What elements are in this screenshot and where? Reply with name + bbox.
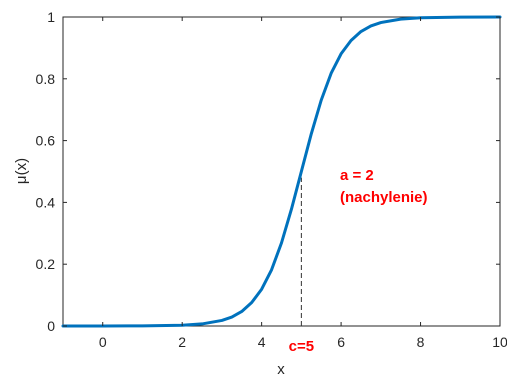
annotation-slope-desc: (nachylenie)	[340, 189, 428, 206]
x-axis-ticks: 0 2 4 6 8 10	[99, 17, 507, 350]
y-tick-label: 0.6	[36, 133, 56, 149]
y-axis-label: μ(x)	[13, 158, 30, 184]
x-tick-label: 6	[337, 334, 345, 350]
y-tick-label: 0	[47, 318, 55, 334]
x-tick-label: 10	[492, 334, 507, 350]
plot-frame	[62, 16, 501, 327]
y-tick-label: 0.2	[36, 256, 56, 272]
y-tick-label: 0.4	[36, 194, 56, 210]
y-axis-ticks: 0 0.2 0.4 0.6 0.8 1	[36, 9, 500, 334]
annotation-slope: a = 2	[340, 167, 374, 184]
x-tick-label: 0	[99, 334, 107, 350]
y-tick-label: 1	[47, 9, 55, 25]
x-tick-label: 8	[417, 334, 425, 350]
x-axis-label: x	[277, 361, 285, 376]
y-tick-label: 0.8	[36, 71, 56, 87]
x-tick-label: 2	[178, 334, 186, 350]
series-line-0	[61, 15, 502, 328]
plot-area	[62, 16, 501, 327]
series-layer	[61, 15, 502, 328]
annotation-c: c=5	[289, 338, 314, 355]
x-tick-label: 4	[258, 334, 266, 350]
